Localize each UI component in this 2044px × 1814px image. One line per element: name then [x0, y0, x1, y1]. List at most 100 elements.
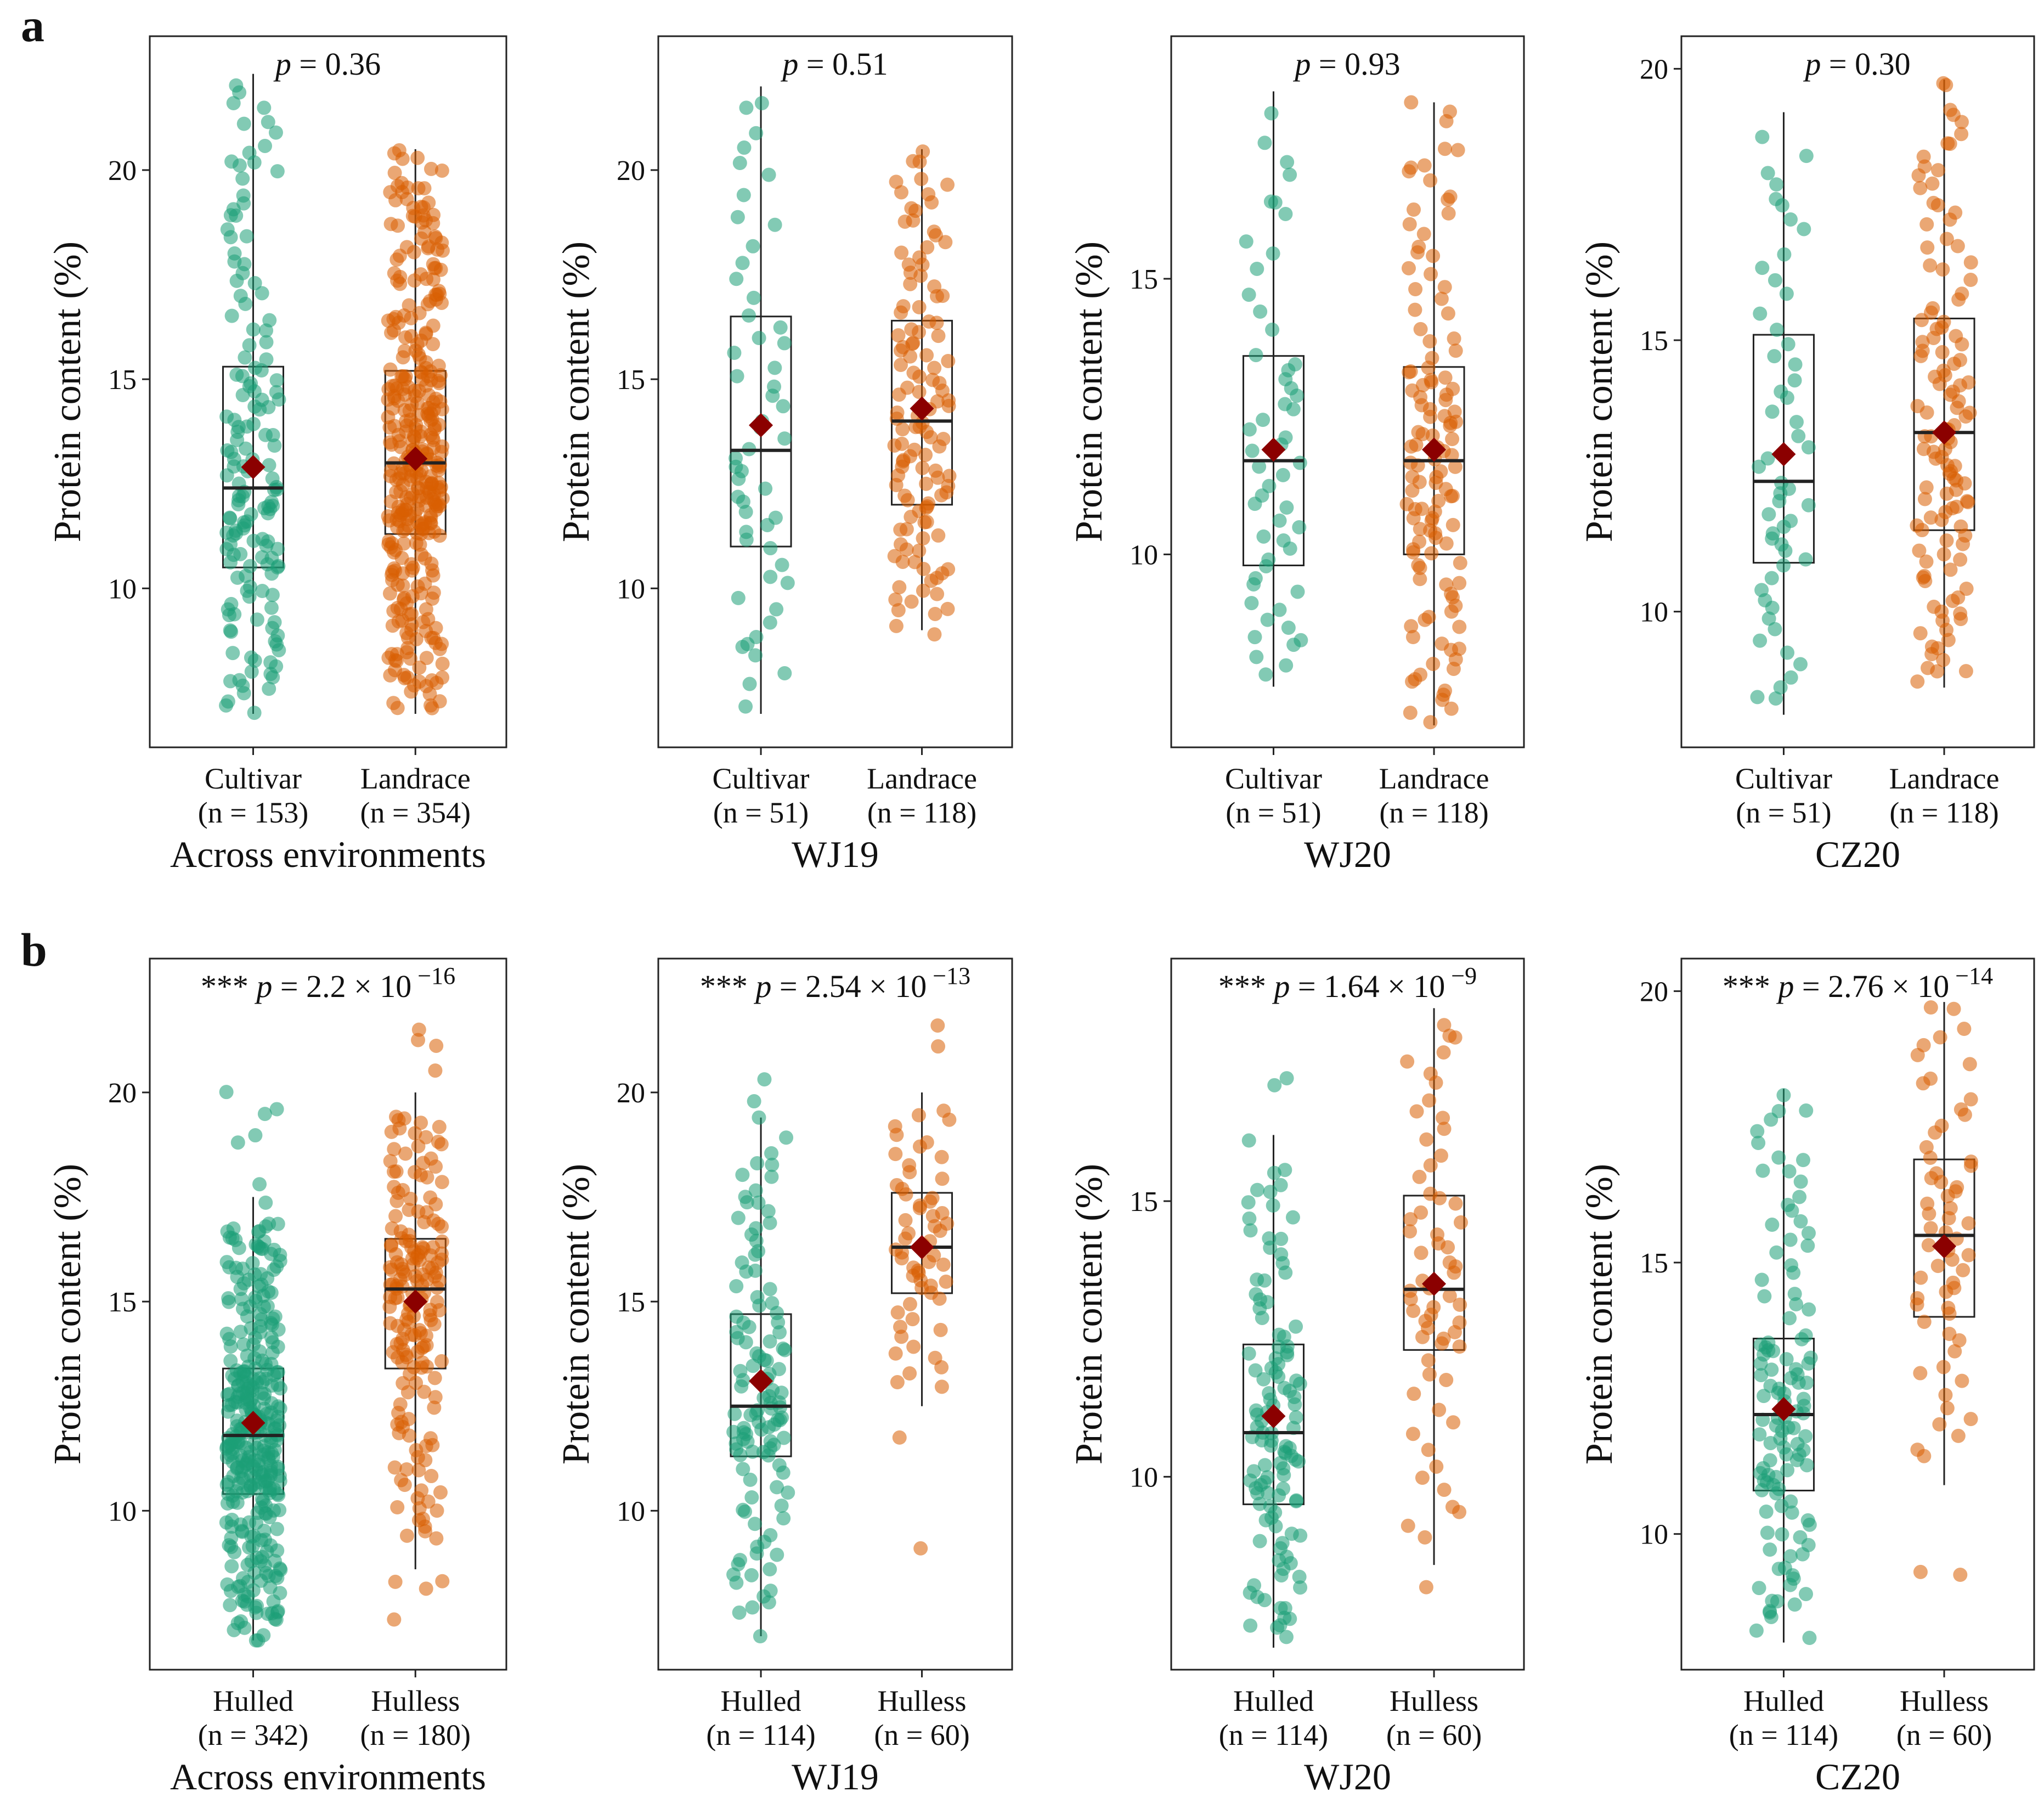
panel-a-2: 10 15 20 Protein content (%) p = 0.51 Cultiva… — [555, 35, 1013, 875]
data-point — [1403, 455, 1418, 470]
data-point — [780, 576, 795, 590]
data-point — [889, 174, 904, 189]
data-point — [919, 348, 934, 363]
data-point — [426, 318, 441, 333]
data-point — [1242, 422, 1257, 437]
data-point — [1767, 349, 1782, 364]
data-point — [239, 229, 254, 244]
data-point — [408, 1126, 422, 1141]
data-point — [1939, 232, 1954, 246]
data-point — [1443, 189, 1458, 204]
data-point — [1800, 1513, 1815, 1528]
data-point — [1916, 149, 1931, 164]
data-point — [413, 537, 427, 552]
data-point — [230, 1135, 245, 1150]
data-point — [763, 1434, 778, 1449]
data-point — [1769, 177, 1784, 192]
data-point — [1962, 405, 1977, 420]
data-point — [387, 1142, 402, 1157]
data-point — [1763, 1542, 1777, 1557]
data-point — [1283, 167, 1297, 182]
data-point — [397, 343, 412, 358]
data-point — [733, 1553, 748, 1568]
data-point — [761, 167, 776, 182]
data-point — [1276, 533, 1291, 548]
data-point — [1749, 1623, 1764, 1638]
data-point — [428, 1390, 443, 1405]
group-landrace: Landrace(n = 118) — [1889, 76, 1999, 829]
data-point — [941, 353, 956, 368]
data-point — [1774, 384, 1788, 399]
data-points — [888, 1018, 957, 1556]
data-point — [1938, 1388, 1953, 1402]
data-point — [419, 1130, 433, 1145]
data-point — [223, 1598, 238, 1613]
data-point — [1916, 442, 1931, 457]
box-iqr — [730, 316, 792, 548]
x-category-label: Hulless — [371, 1685, 460, 1717]
data-point — [906, 365, 921, 380]
data-point — [1262, 1231, 1277, 1246]
data-point — [1445, 432, 1460, 447]
data-point — [383, 1237, 398, 1252]
data-point — [1249, 1403, 1263, 1418]
data-point — [1399, 497, 1414, 511]
data-point — [1241, 1133, 1256, 1148]
y-axis-label: Protein content (%) — [1578, 1164, 1620, 1464]
data-point — [1953, 1568, 1968, 1582]
data-point — [1930, 163, 1945, 178]
data-point — [257, 1107, 272, 1122]
data-point — [1936, 547, 1951, 562]
data-point — [1413, 522, 1427, 537]
data-point — [1768, 273, 1782, 288]
data-point — [264, 600, 279, 615]
data-point — [748, 1221, 763, 1236]
data-point — [736, 188, 751, 202]
data-point — [269, 1522, 284, 1536]
data-point — [1917, 568, 1932, 583]
data-point — [428, 1063, 443, 1078]
y-axis-label: Protein content (%) — [1578, 241, 1620, 542]
y-axis-label: Protein content (%) — [555, 241, 597, 542]
data-point — [751, 1195, 766, 1210]
y-tick-label: 15 — [108, 1287, 137, 1318]
data-point — [777, 431, 792, 446]
data-point — [402, 1202, 416, 1217]
data-point — [1405, 470, 1420, 485]
data-point — [1279, 1439, 1294, 1454]
data-point — [1936, 363, 1951, 378]
data-point — [1961, 1216, 1976, 1231]
data-point — [269, 373, 284, 388]
data-point — [927, 627, 942, 642]
data-point — [940, 601, 955, 616]
data-point — [414, 267, 428, 282]
data-point — [1963, 273, 1978, 288]
data-point — [1438, 370, 1453, 385]
data-point — [1241, 1346, 1256, 1361]
data-point — [1437, 1018, 1452, 1033]
data-point — [423, 1431, 438, 1446]
data-point — [763, 1215, 777, 1230]
data-point — [901, 1226, 916, 1241]
panel-title: Across environments — [170, 833, 486, 875]
data-point — [236, 116, 251, 131]
data-point — [1753, 306, 1768, 321]
data-point — [1782, 1164, 1797, 1179]
y-tick-label: 10 — [108, 1496, 137, 1527]
data-point — [424, 1151, 438, 1166]
data-point — [1424, 373, 1438, 387]
data-point — [1452, 619, 1467, 634]
data-point — [222, 510, 237, 525]
data-point — [767, 379, 782, 394]
panel-title: Across environments — [170, 1756, 486, 1798]
data-point — [1752, 1427, 1767, 1442]
y-tick-label: 10 — [1130, 1462, 1158, 1493]
data-point — [1433, 464, 1448, 479]
data-point — [889, 618, 904, 633]
data-point — [1439, 1372, 1454, 1387]
data-point — [247, 1267, 262, 1282]
group-hulless: Hulless(n = 60) — [1896, 1000, 1992, 1751]
data-point — [1946, 1001, 1961, 1016]
data-point — [735, 1255, 749, 1270]
